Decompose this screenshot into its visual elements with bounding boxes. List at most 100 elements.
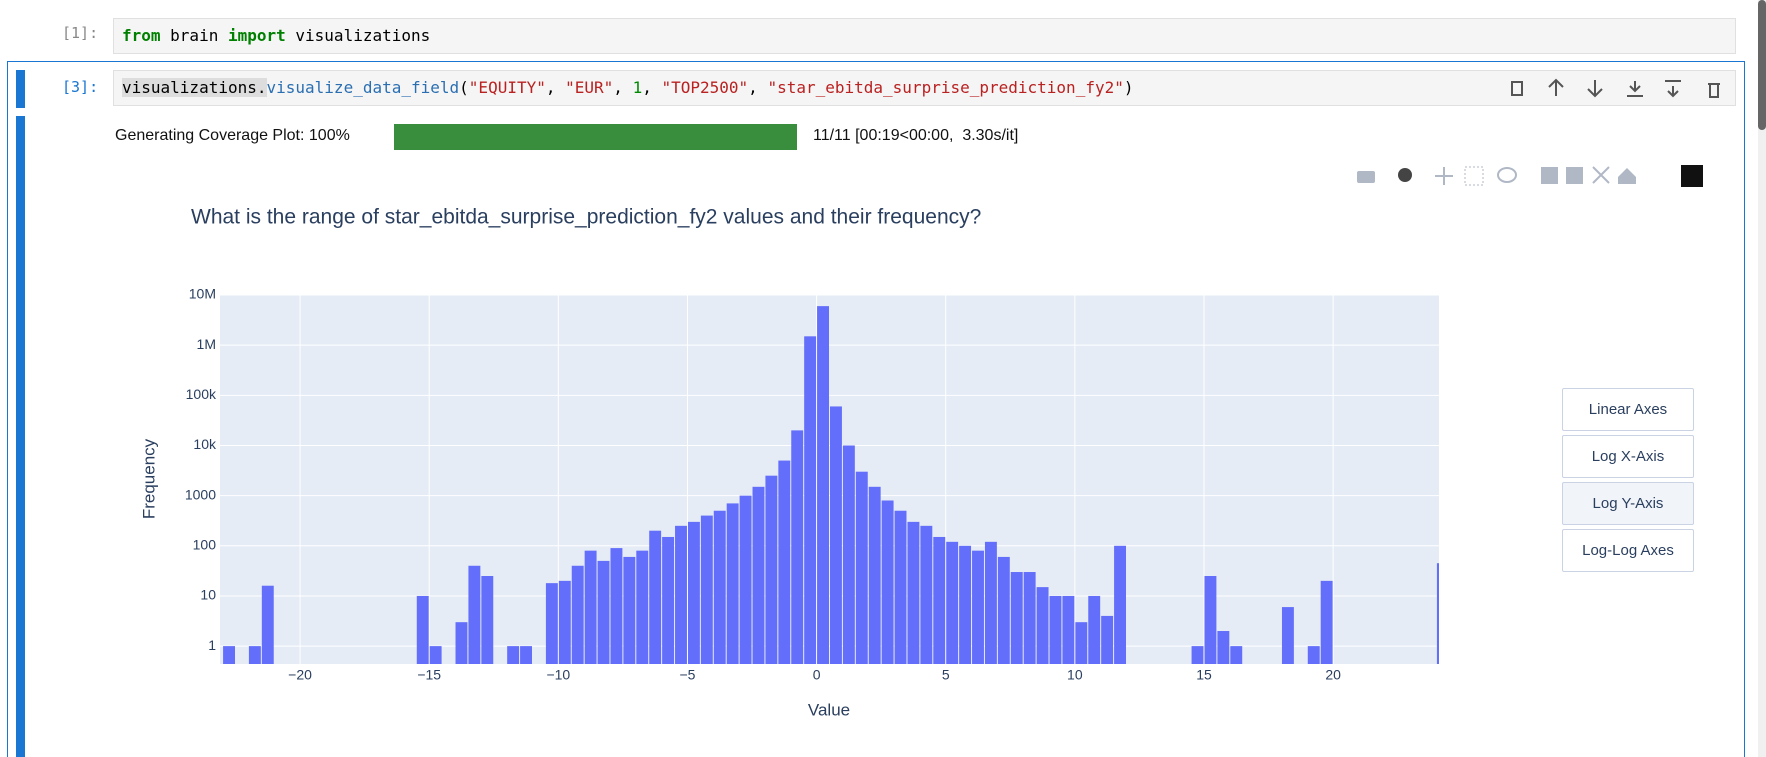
- histogram-bar: [558, 580, 571, 664]
- x-tick-label: 20: [1325, 667, 1341, 683]
- x-axis-label: Value: [808, 700, 850, 719]
- histogram-bar: [584, 550, 597, 664]
- progress-label: Generating Coverage Plot: 100%: [115, 127, 350, 144]
- histogram-bar: [881, 500, 894, 664]
- histogram-bar: [855, 471, 868, 664]
- axis-button[interactable]: Log-Log Axes: [1562, 529, 1694, 572]
- x-tick-label: 10: [1067, 667, 1083, 683]
- y-tick-label: 1000: [185, 486, 216, 502]
- histogram-bar: [1036, 587, 1049, 664]
- progress-stats: 11/11 [00:19<00:00, 3.30s/it]: [813, 127, 1019, 144]
- histogram-bar: [687, 521, 700, 664]
- histogram-bar: [610, 548, 623, 664]
- histogram-bar: [959, 545, 972, 664]
- histogram-bar: [1191, 646, 1204, 664]
- histogram-bar: [946, 541, 959, 664]
- autoscale-icon[interactable]: [1592, 166, 1610, 184]
- code-token: "EUR": [565, 78, 614, 97]
- prompt: [1]:: [62, 24, 99, 42]
- histogram-bar: [662, 536, 675, 664]
- histogram-bar: [1088, 595, 1101, 664]
- select-icon[interactable]: [1464, 166, 1484, 186]
- code-token: ): [1123, 78, 1134, 97]
- histogram-bar: [1320, 580, 1333, 664]
- insert-above-icon[interactable]: [1627, 81, 1643, 97]
- histogram-bar: [997, 556, 1010, 664]
- lasso-icon[interactable]: [1497, 167, 1517, 183]
- pan-icon[interactable]: [1435, 167, 1453, 185]
- histogram-bar: [1049, 595, 1062, 664]
- histogram-bar: [726, 503, 739, 664]
- y-tick-label: 100k: [186, 386, 217, 402]
- move-down-icon[interactable]: [1587, 80, 1603, 98]
- move-up-icon[interactable]: [1548, 78, 1564, 96]
- zoom-in-icon[interactable]: [1541, 167, 1558, 184]
- code-cell[interactable]: visualizations.visualize_data_field("EQU…: [113, 70, 1736, 106]
- histogram-bar: [649, 530, 662, 664]
- code-token: ,: [613, 78, 633, 97]
- histogram-bar: [842, 445, 855, 664]
- progress-bar: [394, 124, 797, 150]
- histogram-bar: [1436, 563, 1439, 664]
- histogram-bar: [455, 622, 468, 664]
- histogram-bar: [778, 460, 791, 664]
- scrollbar[interactable]: [1758, 0, 1766, 757]
- histogram-bar: [739, 495, 752, 664]
- x-tick-label: −10: [546, 667, 570, 683]
- axis-button[interactable]: Log X-Axis: [1562, 435, 1694, 478]
- delete-icon[interactable]: [1708, 83, 1720, 98]
- histogram-bar: [223, 646, 235, 664]
- zoom-icon[interactable]: [1398, 168, 1412, 182]
- cell-toolbar: [1511, 78, 1720, 98]
- histogram-bar: [920, 525, 933, 664]
- histogram-bar: [545, 583, 558, 664]
- code-token: visualizations.: [122, 78, 267, 97]
- plot-modebar: [1357, 165, 1703, 187]
- histogram-bar: [830, 406, 842, 664]
- histogram-bar: [1010, 572, 1023, 664]
- histogram-bar: [700, 515, 713, 664]
- histogram-bar: [868, 486, 881, 664]
- code-token: visualizations: [285, 26, 431, 45]
- x-tick-label: 0: [813, 667, 821, 683]
- histogram-bar: [675, 525, 687, 664]
- code-cell[interactable]: from brain import visualizations: [113, 18, 1736, 54]
- histogram-bar: [984, 541, 997, 664]
- scrollbar-thumb[interactable]: [1758, 0, 1766, 130]
- cell-collapser[interactable]: [16, 70, 25, 108]
- histogram-bar: [1204, 575, 1217, 664]
- zoom-out-icon[interactable]: [1566, 167, 1583, 184]
- x-tick-label: −5: [679, 667, 695, 683]
- histogram-bar: [907, 521, 920, 664]
- output-collapser[interactable]: [16, 116, 25, 757]
- axis-button[interactable]: Linear Axes: [1562, 388, 1694, 431]
- histogram-bar: [636, 550, 649, 664]
- code-token: ,: [545, 78, 566, 97]
- histogram-bar: [623, 556, 636, 664]
- insert-below-icon[interactable]: [1665, 80, 1681, 98]
- plotly-logo[interactable]: [1681, 165, 1703, 187]
- histogram-bar: [481, 575, 494, 664]
- chart-title: What is the range of star_ebitda_surpris…: [191, 206, 981, 229]
- axis-button[interactable]: Log Y-Axis: [1562, 482, 1694, 525]
- histogram-bar: [571, 565, 584, 664]
- code-token: "star_ebitda_surprise_prediction_fy2": [767, 78, 1124, 97]
- histogram-bar: [713, 510, 726, 664]
- selected-cell[interactable]: [7, 61, 1745, 757]
- histogram-bar: [1101, 615, 1114, 664]
- camera-icon[interactable]: [1357, 171, 1375, 183]
- histogram-bar: [261, 585, 274, 664]
- code-token: ,: [642, 78, 662, 97]
- histogram-bar: [507, 646, 520, 664]
- histogram-bar: [416, 595, 429, 664]
- histogram-bar: [933, 536, 946, 664]
- histogram-bar: [1307, 646, 1320, 664]
- histogram-bar: [429, 646, 442, 664]
- code-token: 1: [632, 78, 643, 97]
- copy-icon[interactable]: [1511, 81, 1523, 96]
- histogram-bar: [248, 646, 261, 664]
- histogram-bar: [804, 336, 817, 664]
- reset-icon[interactable]: [1618, 168, 1636, 184]
